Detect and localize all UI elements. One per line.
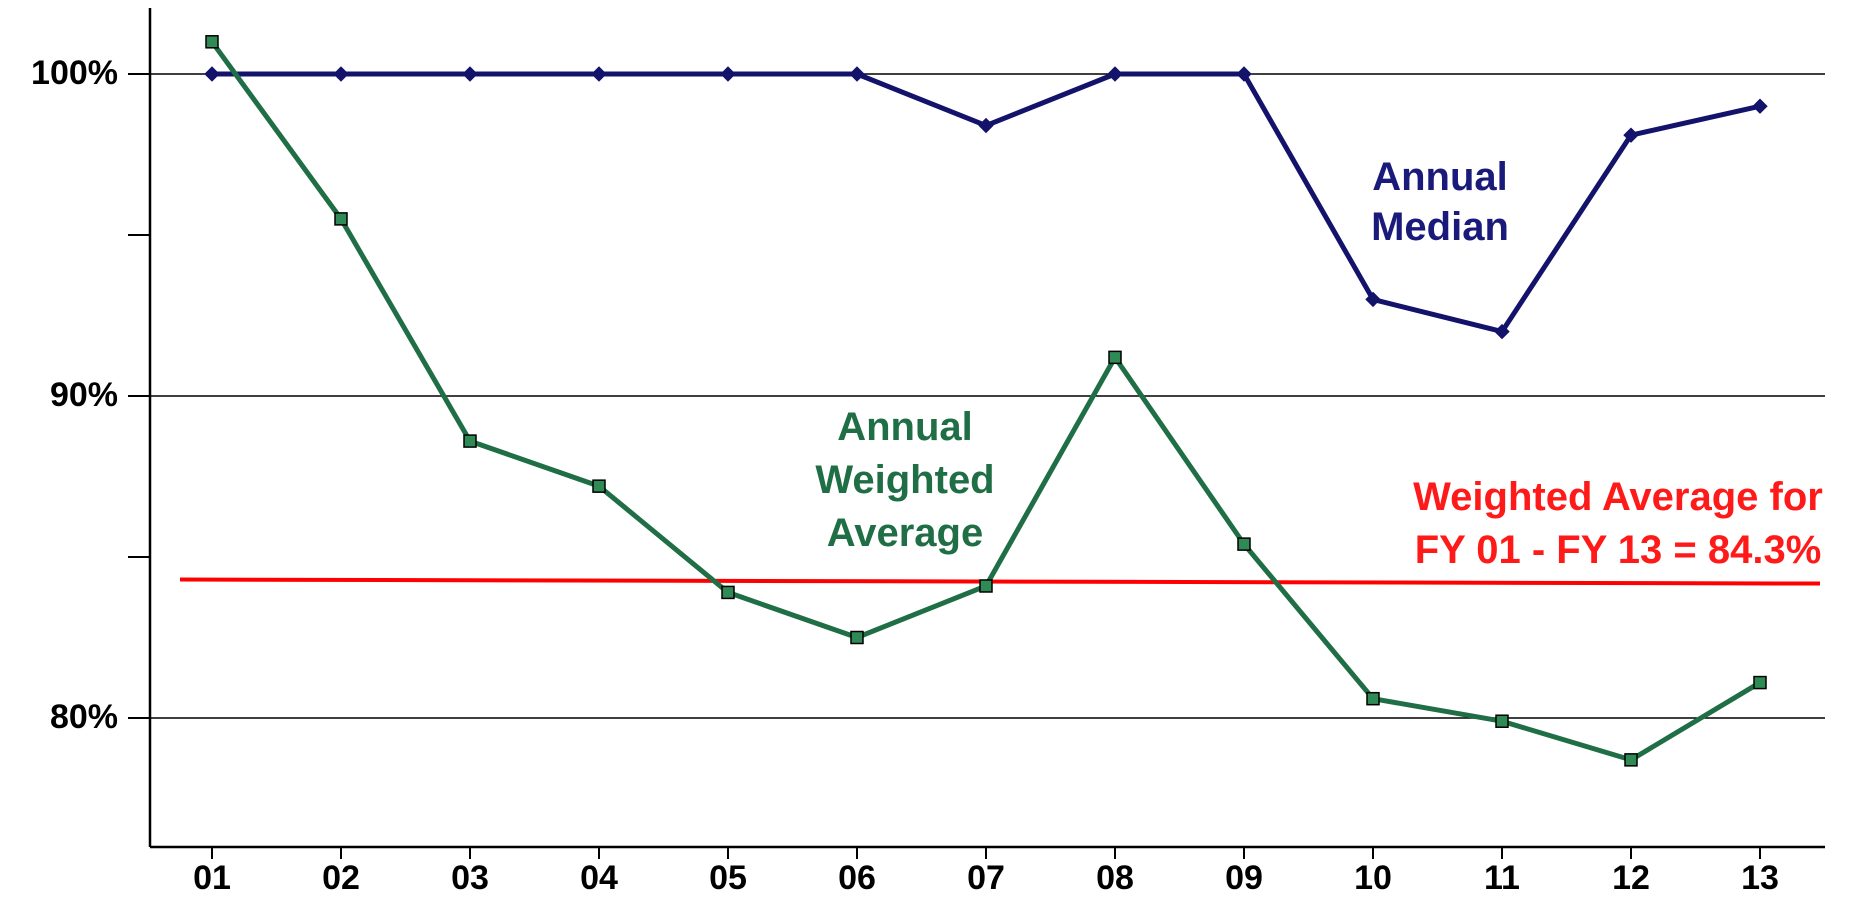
data-point-median (1623, 127, 1639, 143)
data-point-weighted-average (1624, 753, 1638, 767)
series-line-annual-weighted-average (209, 40, 1762, 763)
data-point-median (849, 66, 865, 82)
reference-line-label: FY 01 - FY 13 = 84.3% (1415, 528, 1822, 572)
x-tick-label: 09 (1225, 859, 1263, 897)
data-point-weighted-average (1366, 691, 1380, 706)
annual-weighted-average-label: Average (827, 511, 983, 555)
y-tick-label: 80% (50, 698, 118, 736)
x-tick-label: 13 (1741, 859, 1779, 897)
annual-weighted-average-label: Annual (837, 405, 973, 449)
data-point-median (1494, 323, 1510, 340)
label-layer: Annual Median Annual Weighted Average Weighte… (815, 155, 1822, 572)
x-tick-label: 12 (1612, 859, 1650, 897)
annual-median-label: Median (1371, 205, 1509, 249)
data-point-weighted-average (205, 35, 219, 49)
series-layer (204, 35, 1768, 767)
x-tick-label: 07 (967, 859, 1005, 897)
data-point-median (1236, 66, 1252, 82)
x-tick-label: 01 (193, 859, 231, 897)
reference-line (179, 577, 1821, 586)
data-point-median (462, 66, 478, 82)
data-point-median (978, 117, 994, 134)
data-point-weighted-average (850, 630, 864, 645)
data-point-weighted-average (592, 479, 606, 493)
data-point-weighted-average (721, 585, 735, 600)
data-point-weighted-average (463, 434, 477, 448)
data-point-median (333, 66, 349, 82)
data-point-weighted-average (1495, 714, 1509, 728)
x-tick-label: 02 (322, 859, 360, 897)
data-point-median (591, 66, 607, 82)
data-point-median (204, 66, 220, 82)
data-point-weighted-average (1108, 350, 1122, 365)
reference-line-layer (179, 577, 1821, 586)
x-tick-label: 05 (709, 859, 747, 897)
x-tick-label: 10 (1354, 859, 1392, 897)
data-point-weighted-average (1237, 537, 1251, 551)
reference-line-label: Weighted Average for (1413, 475, 1823, 519)
y-tick-label: 90% (50, 376, 118, 414)
grid-layer (150, 73, 1825, 719)
data-point-median (1365, 291, 1381, 308)
x-tick-label: 06 (838, 859, 876, 897)
annual-weighted-average-label: Weighted (815, 458, 994, 502)
data-point-median (1752, 98, 1768, 114)
x-tick-label: 03 (451, 859, 489, 897)
data-point-weighted-average (1753, 675, 1767, 690)
x-tick-label: 04 (580, 859, 618, 897)
x-tick-label: 08 (1096, 859, 1134, 897)
data-point-weighted-average (979, 579, 993, 593)
axis-layer: 80% 90% 100% 01 02 03 04 05 06 07 08 09 10 11 12 13 (31, 8, 1825, 897)
annual-median-label: Annual (1372, 155, 1508, 199)
data-point-median (720, 66, 736, 82)
data-point-weighted-average (334, 212, 348, 226)
series-line-annual-median (212, 71, 1761, 335)
x-tick-label: 11 (1484, 859, 1520, 897)
data-point-median (1107, 66, 1123, 82)
y-tick-label: 100% (31, 54, 118, 92)
